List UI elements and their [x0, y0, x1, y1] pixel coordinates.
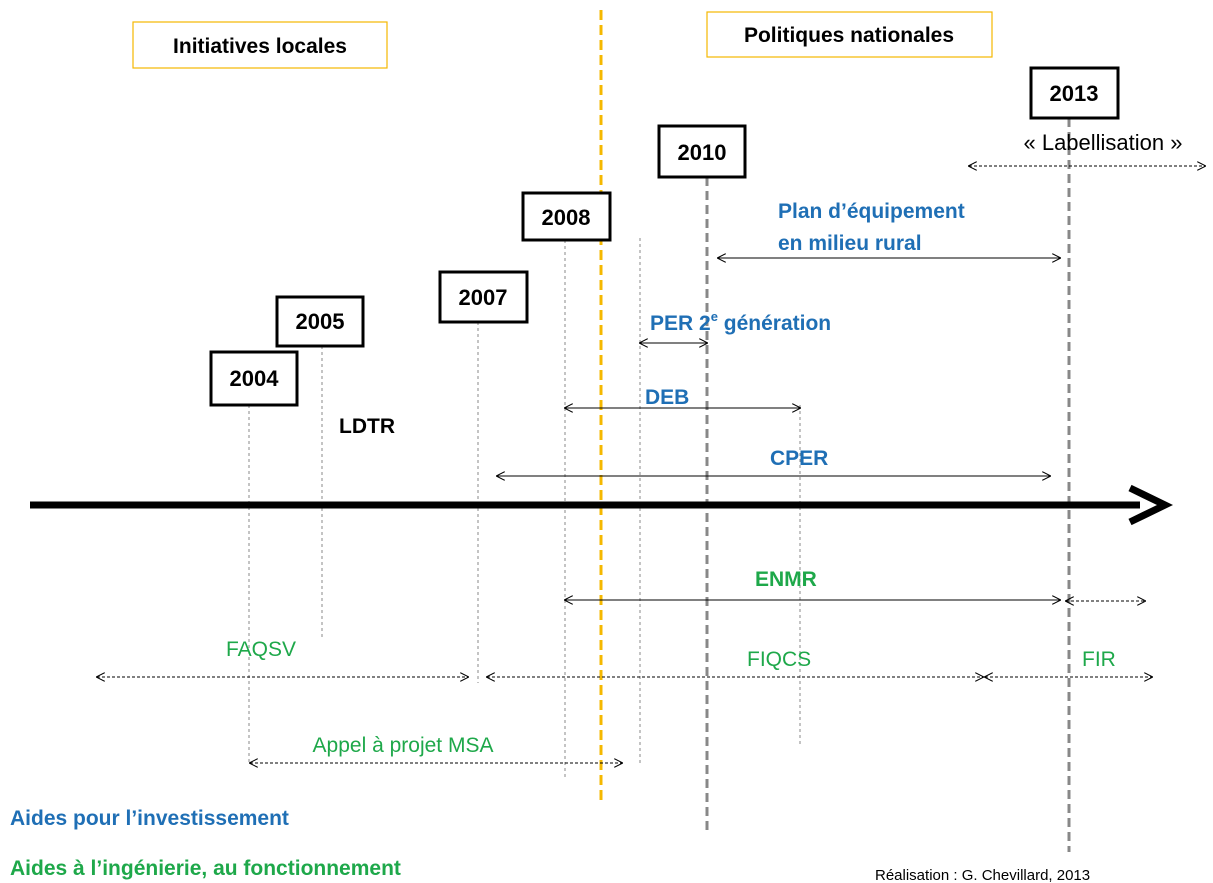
label-enmr: ENMR [755, 568, 817, 591]
label-per: PER 2e génération [650, 309, 831, 335]
label-msa: Appel à projet MSA [313, 734, 494, 757]
year-boxes: 2004 2005 2007 2008 2010 2013 [209, 66, 1120, 407]
label-deb: DEB [645, 386, 689, 409]
year-label: 2010 [678, 140, 727, 165]
header-box [706, 11, 993, 58]
arrows [97, 166, 1205, 763]
year-label: 2008 [542, 205, 591, 230]
label-cper: CPER [770, 447, 828, 470]
header-national: Politiques nationales [744, 24, 954, 47]
label-plan: Plan d’équipement [778, 200, 965, 223]
label-ldtr: LDTR [339, 415, 395, 438]
header-local: Initiatives locales [173, 35, 347, 58]
legend-engineering: Aides à l’ingénierie, au fonctionnement [10, 857, 401, 880]
legend-investment: Aides pour l’investissement [10, 807, 289, 830]
main-axis [30, 484, 1174, 526]
label-faqsv: FAQSV [226, 638, 296, 661]
header-box [132, 21, 388, 69]
label-fiqcs: FIQCS [747, 648, 811, 671]
label-labellisation: « Labellisation » [1023, 130, 1182, 155]
label-fir: FIR [1082, 648, 1116, 671]
credit: Réalisation : G. Chevillard, 2013 [875, 867, 1090, 883]
year-label: 2007 [459, 285, 508, 310]
per-prefix: PER 2 [650, 312, 711, 335]
label-plan: en milieu rural [778, 232, 922, 255]
year-label: 2004 [230, 366, 280, 391]
year-label: 2013 [1050, 81, 1099, 106]
per-suffix: génération [718, 312, 831, 335]
per-sup: e [711, 309, 718, 324]
year-label: 2005 [296, 309, 345, 334]
